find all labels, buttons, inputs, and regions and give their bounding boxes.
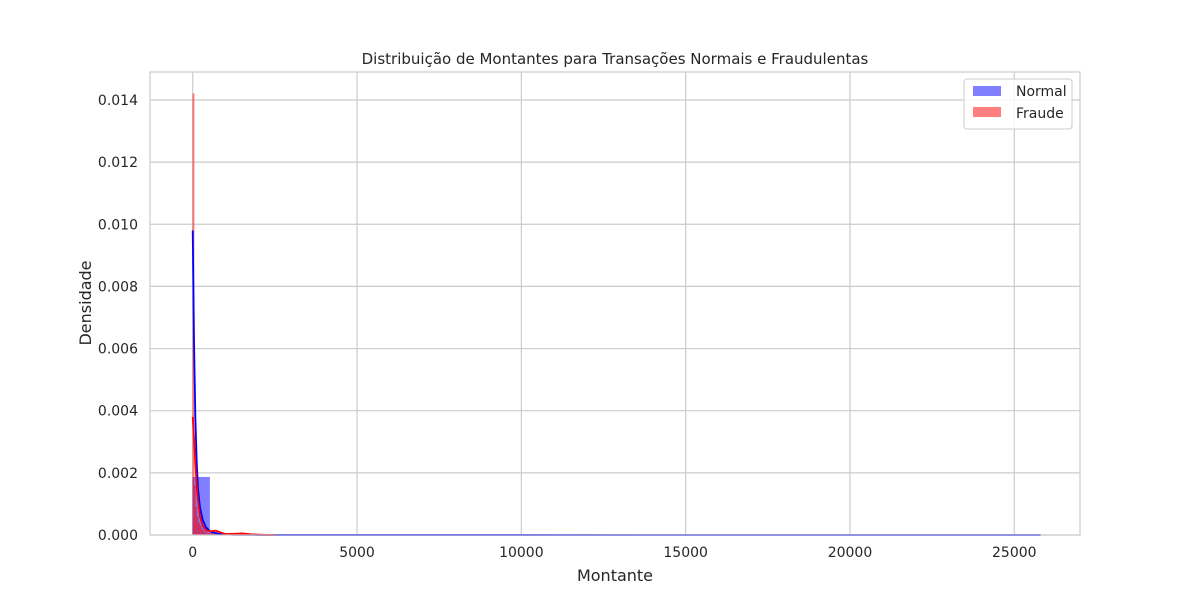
x-tick-label-0: 0	[188, 545, 197, 561]
y-tick-label-5: 0.010	[98, 217, 138, 233]
x-tick-label-4: 20000	[828, 545, 873, 561]
y-tick-label-3: 0.006	[98, 342, 138, 358]
x-tick-label-3: 15000	[663, 545, 708, 561]
y-tick-label-1: 0.002	[98, 466, 138, 482]
legend: Normal Fraude	[963, 78, 1073, 130]
plot-area	[150, 72, 1080, 535]
legend-label-normal: Normal	[1016, 84, 1067, 100]
y-tick-label-2: 0.004	[98, 404, 138, 420]
legend-label-fraude: Fraude	[1016, 106, 1064, 122]
legend-swatch-normal	[973, 86, 1001, 96]
y-tick-label-7: 0.014	[98, 93, 138, 109]
y-tick-label-6: 0.012	[98, 155, 138, 171]
x-tick-label-2: 10000	[499, 545, 544, 561]
y-tick-label-4: 0.008	[98, 279, 138, 295]
plot-frame	[149, 71, 1081, 536]
legend-swatch-fraude	[973, 107, 1001, 117]
y-tick-label-0: 0.000	[98, 528, 138, 544]
kde-line-fraude	[191, 416, 275, 536]
x-axis-label: Montante	[577, 566, 653, 585]
x-tick-label-5: 25000	[992, 545, 1037, 561]
chart-title: Distribuição de Montantes para Transaçõe…	[362, 50, 869, 68]
y-axis-ticks: 0.000 0.002 0.004 0.006 0.008 0.010 0.012 0.014	[98, 93, 138, 544]
x-tick-label-1: 5000	[339, 545, 375, 561]
x-axis-ticks: 0 5000 10000 15000 20000 25000	[188, 545, 1036, 561]
y-axis-label: Densidade	[76, 260, 95, 345]
